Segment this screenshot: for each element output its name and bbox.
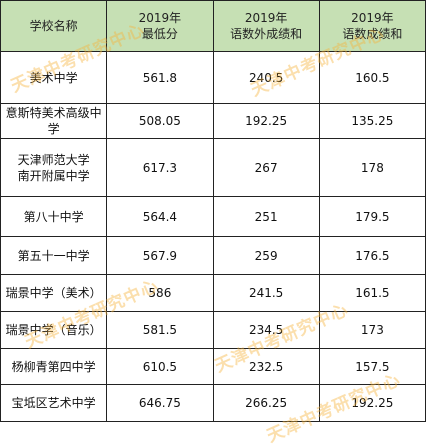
min-score-cell: 617.3 [106,138,214,197]
min-score-cell: 564.4 [106,196,214,237]
school-name-line1: 天津师范大学 [17,152,90,167]
header-cm-sum-line2: 语数成绩和 [342,27,403,41]
school-name: 瑞景中学（音乐） [5,323,102,337]
school-name-cell: 意斯特美术高级中学 [0,103,108,139]
header-school-name-text: 学校名称 [29,19,78,33]
cm-sum-cell: 135.25 [318,103,427,139]
header-min-score: 2019年最低分 [106,0,214,52]
table-row: 第五十一中学 567.9 259 176.5 [0,236,427,275]
header-school-name: 学校名称 [0,0,108,52]
school-name-cell: 瑞景中学（美术） [0,274,108,312]
school-name: 美术中学 [29,70,78,85]
cme-sum-cell: 234.5 [212,311,320,349]
school-name-line2: 南开附属中学 [17,168,90,183]
cm-sum-cell: 157.5 [318,348,427,385]
cm-sum-cell: 178 [318,138,427,197]
cme-sum-cell: 240.5 [212,51,320,104]
min-score-cell: 646.75 [106,384,214,422]
cme-sum-cell: 192.25 [212,103,320,139]
school-name-cell: 美术中学 [0,51,108,104]
cme-sum-cell: 266.25 [212,384,320,422]
min-score-cell: 508.05 [106,103,214,139]
school-name: 宝坻区艺术中学 [11,396,96,410]
school-name: 第八十中学 [23,209,84,224]
table-row: 瑞景中学（音乐） 581.5 234.5 173 [0,311,427,349]
header-cm-sum-line1: 2019年 [351,11,394,25]
min-score-cell: 581.5 [106,311,214,349]
header-cme-sum-line1: 2019年 [244,11,288,25]
school-name-cell: 第八十中学 [0,196,108,237]
cm-sum-cell: 179.5 [318,196,427,237]
cm-sum-cell: 176.5 [318,236,427,275]
cm-sum-cell: 161.5 [318,274,427,312]
cme-sum-cell: 241.5 [212,274,320,312]
cme-sum-cell: 251 [212,196,320,237]
header-cme-sum-line2: 语数外成绩和 [230,27,303,41]
table-row: 瑞景中学（美术） 586 241.5 161.5 [0,274,427,312]
cme-sum-cell: 232.5 [212,348,320,385]
table-row: 美术中学 561.8 240.5 160.5 [0,51,427,104]
school-name-cell: 瑞景中学（音乐） [0,311,108,349]
school-name-cell: 宝坻区艺术中学 [0,384,108,422]
cme-sum-cell: 259 [212,236,320,275]
min-score-cell: 586 [106,274,214,312]
header-min-score-line1: 2019年 [138,11,182,25]
school-name-cell: 杨柳青第四中学 [0,348,108,385]
school-name: 杨柳青第四中学 [11,359,96,374]
school-name-cell: 第五十一中学 [0,236,108,275]
header-cm-sum: 2019年语数成绩和 [318,0,427,52]
school-name-cell: 天津师范大学 南开附属中学 [0,138,108,197]
header-cme-sum: 2019年语数外成绩和 [212,0,320,52]
table-row: 杨柳青第四中学 610.5 232.5 157.5 [0,348,427,385]
cm-sum-cell: 192.25 [318,384,427,422]
cm-sum-cell: 173 [318,311,427,349]
table-row: 宝坻区艺术中学 646.75 266.25 192.25 [0,384,427,422]
admission-score-table: 学校名称 2019年最低分 2019年语数外成绩和 2019年语数成绩和 美术中… [0,0,427,422]
table-row: 第八十中学 564.4 251 179.5 [0,196,427,237]
min-score-cell: 567.9 [106,236,214,275]
cme-sum-cell: 267 [212,138,320,197]
min-score-cell: 610.5 [106,348,214,385]
school-name: 意斯特美术高级中学 [5,106,102,136]
table-row: 天津师范大学 南开附属中学 617.3 267 178 [0,138,427,197]
table-header-row: 学校名称 2019年最低分 2019年语数外成绩和 2019年语数成绩和 [0,0,427,52]
table-row: 意斯特美术高级中学 508.05 192.25 135.25 [0,103,427,139]
school-name: 第五十一中学 [17,248,90,263]
min-score-cell: 561.8 [106,51,214,104]
header-min-score-line2: 最低分 [141,27,178,41]
school-name: 瑞景中学（美术） [5,286,102,300]
cm-sum-cell: 160.5 [318,51,427,104]
